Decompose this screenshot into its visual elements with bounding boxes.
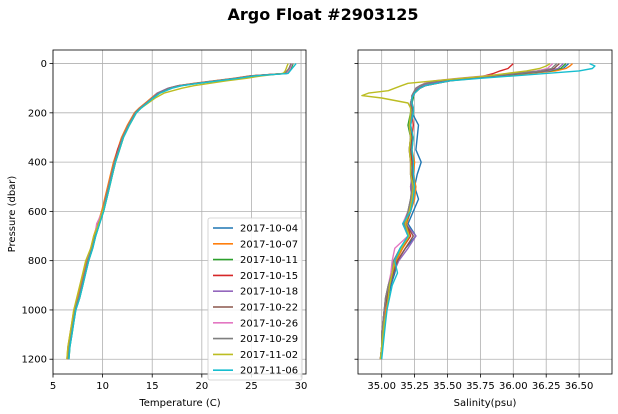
legend-entry-label: 2017-11-06: [240, 366, 298, 377]
temperature-x-tick-label: 20: [195, 381, 208, 392]
salinity-x-axis-label: Salinity(psu): [454, 398, 517, 409]
salinity-x-tick-label: 35.50: [433, 381, 462, 392]
temperature-panel: Temperature (C) 5 10 15 20 25 30 0 200 400 600 800…: [22, 49, 308, 409]
legend-entry-label: 2017-10-15: [240, 271, 298, 282]
salinity-series-line-2017-11-06: [381, 62, 596, 360]
salinity-series-line-2017-11-02: [361, 63, 551, 360]
temperature-y-tick-label: 1200: [22, 355, 47, 366]
salinity-x-tick-label: 35.75: [466, 381, 495, 392]
temperature-x-tick-label: 15: [146, 381, 159, 392]
salinity-x-tick-label: 35.00: [367, 381, 396, 392]
legend: 2017-10-04 2017-10-07 2017-10-11 2017-10-15…: [207, 217, 303, 381]
figure-title: Argo Float #2903125: [227, 5, 418, 24]
legend-entry-label: 2017-10-07: [240, 239, 298, 250]
temperature-y-tick-label: 1000: [22, 305, 47, 316]
temperature-x-tick-label: 25: [245, 381, 258, 392]
legend-entry-label: 2017-10-22: [240, 303, 298, 314]
temperature-x-tick-label: 30: [295, 381, 308, 392]
salinity-x-tick-label: 36.50: [565, 381, 594, 392]
legend-entry-label: 2017-10-29: [240, 334, 298, 345]
legend-entry-label: 2017-10-11: [240, 255, 298, 266]
salinity-panel: Salinity(psu) 35.00 35.25 35.50 35.75 36.00 3…: [354, 49, 613, 409]
temperature-y-tick-label: 0: [41, 59, 47, 70]
salinity-x-tick-label: 35.25: [400, 381, 429, 392]
salinity-axes-frame: [357, 49, 613, 375]
legend-entry-label: 2017-10-18: [240, 287, 298, 298]
temperature-x-tick-label: 5: [50, 381, 56, 392]
temperature-x-tick-label: 10: [96, 381, 109, 392]
temperature-y-tick-label: 200: [28, 108, 47, 119]
temperature-axes-frame: [52, 49, 307, 375]
temperature-y-tick-label: 400: [28, 158, 47, 169]
salinity-plot-area: [358, 50, 612, 374]
temperature-y-tick-label: 800: [28, 256, 47, 267]
salinity-x-tick-label: 36.25: [532, 381, 561, 392]
y-axis-label: Pressure (dbar): [7, 176, 18, 253]
legend-entry-label: 2017-11-02: [240, 350, 298, 361]
temperature-series-line-2017-11-06: [68, 63, 297, 360]
temperature-x-axis-label: Temperature (C): [138, 398, 220, 409]
temperature-y-tick-label: 600: [28, 207, 47, 218]
legend-entry-label: 2017-10-26: [240, 318, 298, 329]
legend-entry-label: 2017-10-04: [240, 224, 298, 235]
salinity-x-tick-label: 36.00: [499, 381, 528, 392]
